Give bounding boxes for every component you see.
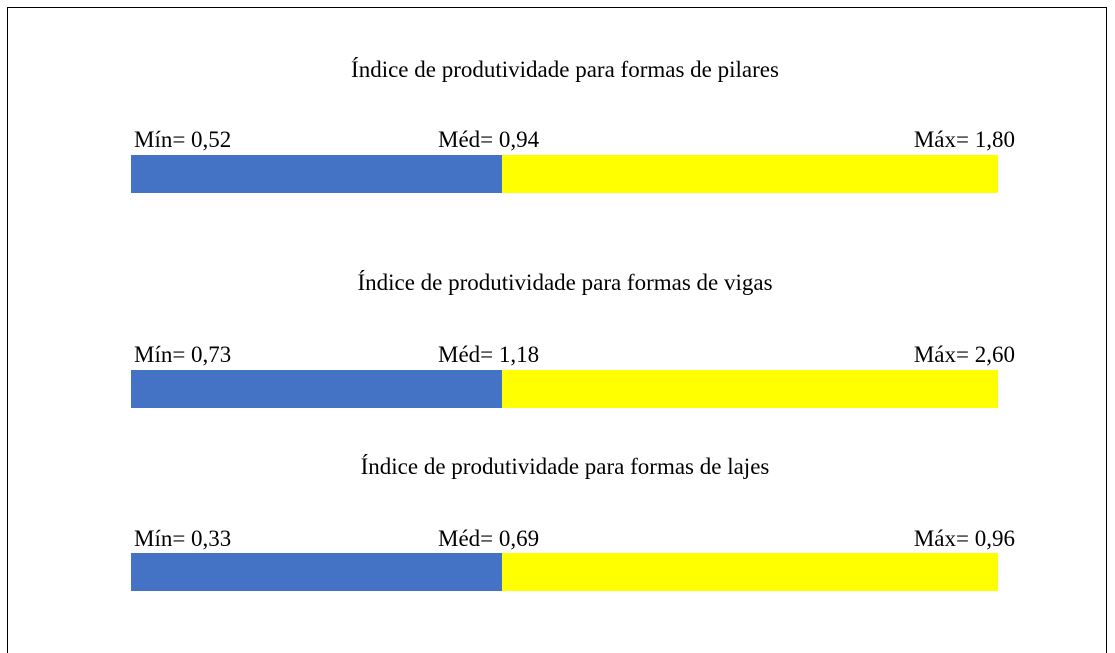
bar-min-med	[131, 553, 502, 591]
max-label: Máx= 1,80	[913, 127, 1015, 152]
med-label: Méd= 1,18	[438, 342, 540, 367]
min-label: Mín= 0,52	[134, 127, 232, 152]
max-label: Máx= 2,60	[913, 342, 1015, 367]
bar-med-max	[502, 155, 998, 193]
panel-title: Índice de produtividade para formas de p…	[351, 57, 779, 82]
bar-min-med	[131, 370, 502, 408]
panel-title: Índice de produtividade para formas de v…	[357, 270, 773, 295]
panel-title: Índice de produtividade para formas de l…	[360, 454, 770, 479]
frame	[7, 7, 1107, 653]
max-label: Máx= 0,96	[913, 526, 1015, 551]
bar-med-max	[502, 370, 998, 408]
med-label: Méd= 0,94	[438, 127, 540, 152]
med-label: Méd= 0,69	[438, 526, 540, 551]
bar-min-med	[131, 155, 502, 193]
bar-med-max	[502, 553, 998, 591]
min-label: Mín= 0,33	[134, 526, 232, 551]
min-label: Mín= 0,73	[134, 342, 232, 367]
